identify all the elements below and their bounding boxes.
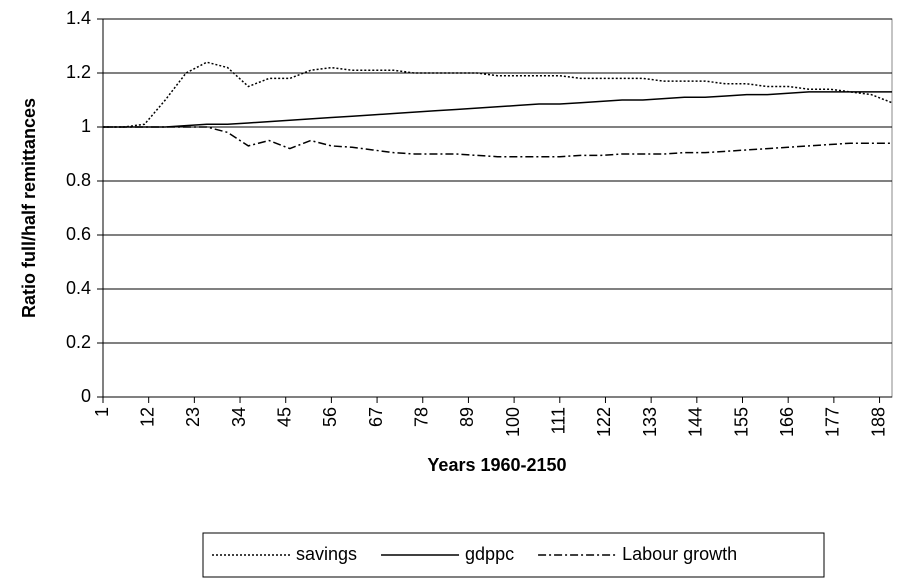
x-tick-label: 1	[92, 407, 112, 417]
x-tick-label: 144	[686, 407, 706, 437]
y-tick-label: 0.6	[66, 224, 91, 244]
x-tick-label: 89	[457, 407, 477, 427]
x-tick-label: 12	[137, 407, 157, 427]
x-axis-label: Years 1960-2150	[427, 455, 566, 475]
x-tick-label: 100	[503, 407, 523, 437]
legend-label: gdppc	[465, 544, 514, 564]
x-tick-label: 45	[274, 407, 294, 427]
series-line	[103, 126, 892, 158]
x-tick-label: 67	[366, 407, 386, 427]
x-tick-label: 122	[594, 407, 614, 437]
series-line	[103, 91, 892, 128]
y-tick-label: 0.2	[66, 332, 91, 352]
x-tick-label: 166	[777, 407, 797, 437]
y-tick-label: 1.4	[66, 8, 91, 28]
x-tick-label: 34	[229, 407, 249, 427]
y-tick-label: 0.4	[66, 278, 91, 298]
y-tick-label: 1.2	[66, 62, 91, 82]
legend-label: Labour growth	[622, 544, 737, 564]
series-line	[103, 61, 893, 128]
x-tick-label: 177	[823, 407, 843, 437]
y-tick-label: 1	[81, 116, 91, 136]
x-tick-label: 56	[320, 407, 340, 427]
x-tick-label: 111	[549, 407, 569, 434]
x-tick-label: 188	[868, 407, 888, 437]
x-tick-label: 78	[412, 407, 432, 427]
x-tick-label: 133	[640, 407, 660, 437]
y-tick-label: 0	[81, 386, 91, 406]
y-axis-label: Ratio full/half remittances	[19, 98, 39, 318]
x-tick-label: 155	[731, 407, 751, 437]
legend-box	[202, 532, 825, 578]
x-tick-label: 23	[183, 407, 203, 427]
legend-label: savings	[296, 544, 357, 564]
y-tick-label: 0.8	[66, 170, 91, 190]
